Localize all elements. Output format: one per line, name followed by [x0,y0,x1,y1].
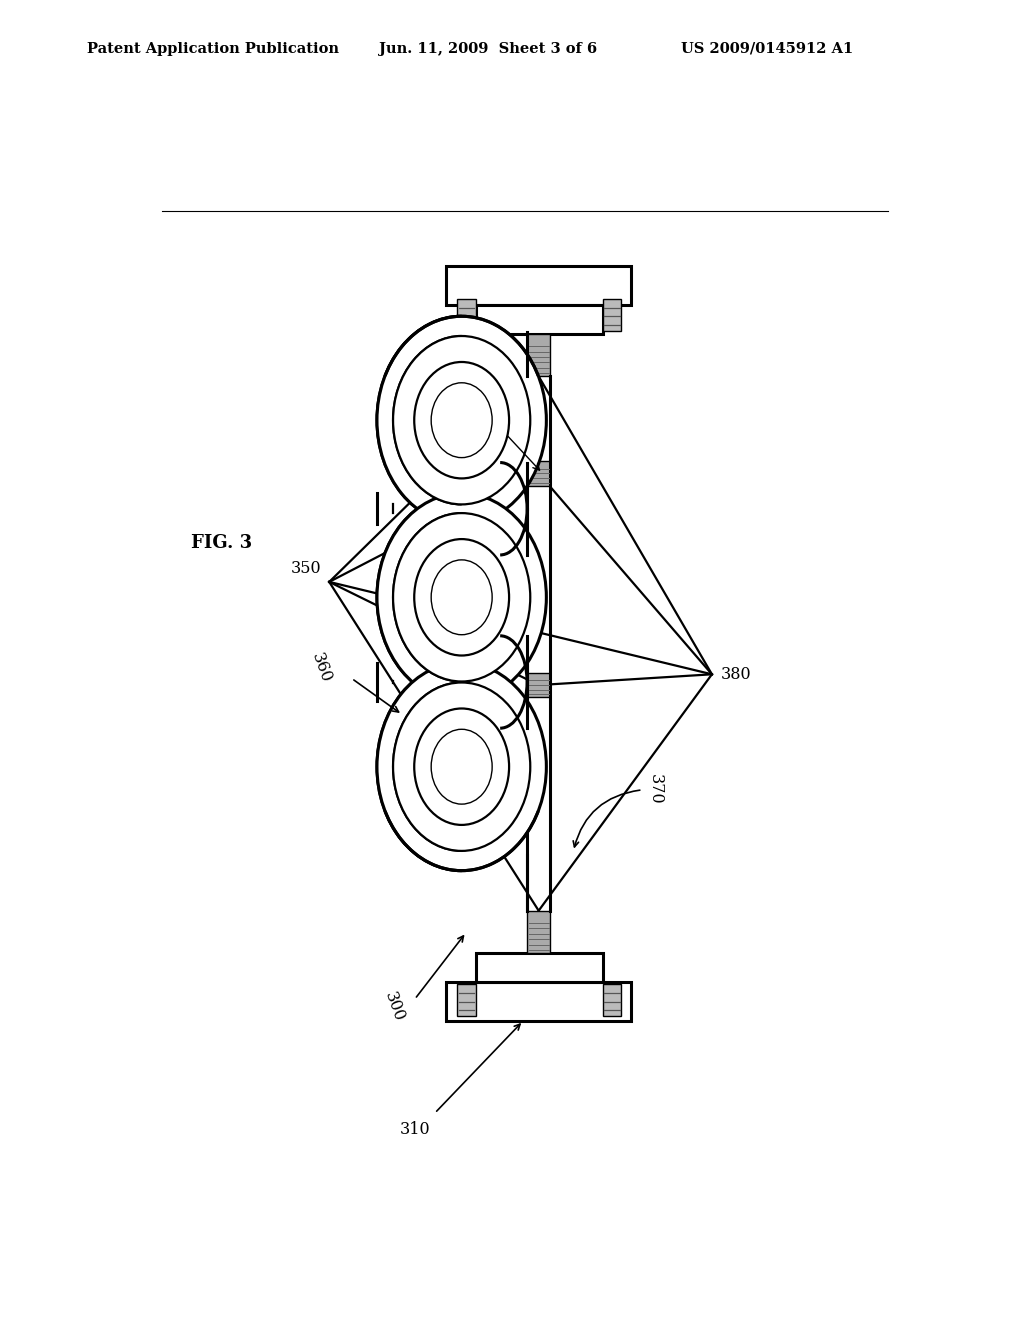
Bar [475,953,602,982]
Bar [527,673,550,697]
Ellipse shape [415,539,509,656]
Text: 370: 370 [646,775,664,805]
Ellipse shape [431,383,493,458]
Text: 350: 350 [291,560,322,577]
Bar [602,983,621,1016]
Text: 330: 330 [458,589,488,606]
Bar [457,298,475,331]
Ellipse shape [431,729,493,804]
Text: Patent Application Publication: Patent Application Publication [87,42,339,55]
Text: US 2009/0145912 A1: US 2009/0145912 A1 [681,42,853,55]
Ellipse shape [393,337,530,504]
Text: FIG. 3: FIG. 3 [190,535,252,552]
Text: 390: 390 [466,399,540,470]
Ellipse shape [415,362,509,478]
Bar [602,298,621,331]
Ellipse shape [393,513,530,681]
Ellipse shape [377,317,547,524]
Text: 300: 300 [381,990,407,1024]
Text: Jun. 11, 2009  Sheet 3 of 6: Jun. 11, 2009 Sheet 3 of 6 [379,42,597,55]
Bar [527,461,550,486]
Bar [457,983,475,1016]
Ellipse shape [393,682,530,851]
Text: 310: 310 [400,1121,431,1138]
Text: 380: 380 [721,665,752,682]
Ellipse shape [377,663,547,871]
Text: 340: 340 [456,426,482,461]
Text: 320: 320 [458,758,488,775]
Bar [446,267,631,305]
Bar [527,911,550,953]
Text: 360: 360 [308,651,335,685]
Bar [527,334,550,376]
Ellipse shape [415,709,509,825]
Bar [475,305,602,334]
Bar [446,982,631,1020]
Ellipse shape [431,560,493,635]
Ellipse shape [377,494,547,701]
